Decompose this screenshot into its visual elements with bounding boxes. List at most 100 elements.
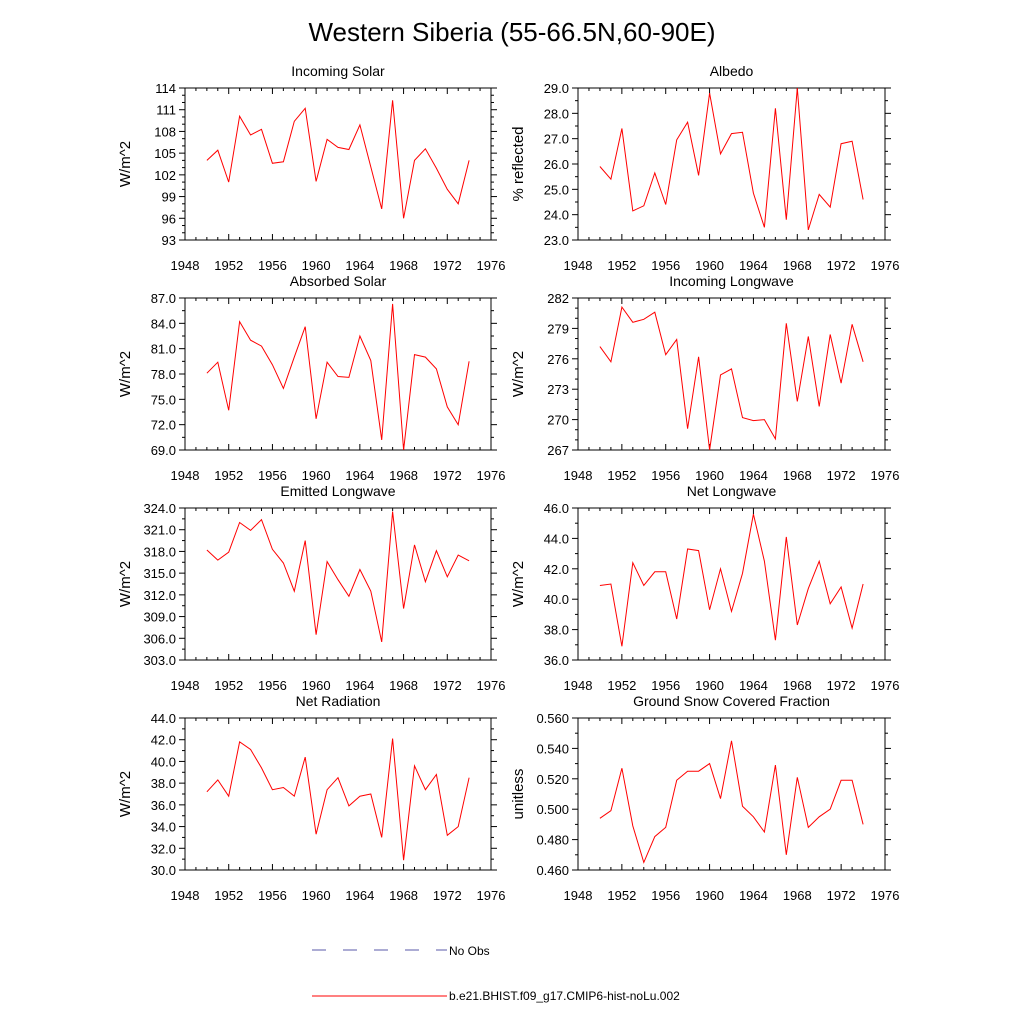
- net-longwave-plot-frame: [577, 507, 886, 661]
- albedo-xtick-label: 1956: [651, 258, 680, 273]
- net-radiation-ytick-label: 38.0: [151, 776, 176, 791]
- absorbed-solar-xtick-label: 1956: [258, 468, 287, 483]
- absorbed-solar-series-line: [206, 303, 470, 451]
- absorbed-solar-ytick-label: 81.0: [151, 342, 176, 357]
- net-radiation-title: Net Radiation: [296, 693, 381, 709]
- ground-snow-covered-fraction-ytick-label: 0.460: [536, 863, 569, 878]
- net-longwave-xtick-label: 1956: [651, 678, 680, 693]
- incoming-longwave-ytick-label: 276: [547, 352, 569, 367]
- net-longwave-ytick-label: 46.0: [544, 501, 569, 516]
- incoming-longwave-xtick-label: 1964: [739, 468, 768, 483]
- incoming-solar-title: Incoming Solar: [291, 63, 385, 79]
- incoming-solar-ytick-label: 93: [162, 233, 176, 248]
- albedo-ytick-label: 27.0: [544, 132, 569, 147]
- legend-label-model: b.e21.BHIST.f09_g17.CMIP6-hist-noLu.002: [449, 989, 680, 1003]
- emitted-longwave-ytick-label: 309.0: [143, 610, 176, 625]
- ground-snow-covered-fraction-ytick-label: 0.480: [536, 833, 569, 848]
- net-longwave-ytick-label: 42.0: [544, 562, 569, 577]
- absorbed-solar-ytick-label: 84.0: [151, 316, 176, 331]
- net-radiation-xtick-label: 1972: [433, 888, 462, 903]
- net-longwave-xtick-label: 1972: [827, 678, 856, 693]
- panel-net-radiation: Net Radiation W/m^2 1948 1952 1956 1960 1964 19…: [117, 693, 505, 903]
- incoming-longwave-ytick-label: 282: [547, 291, 569, 306]
- incoming-longwave-ylabel: W/m^2: [510, 351, 527, 397]
- emitted-longwave-series-line: [206, 511, 470, 643]
- net-radiation-ytick-label: 32.0: [151, 841, 176, 856]
- absorbed-solar-xtick-label: 1964: [345, 468, 374, 483]
- incoming-solar-xtick-label: 1968: [389, 258, 418, 273]
- emitted-longwave-ytick-label: 303.0: [143, 653, 176, 668]
- emitted-longwave-xtick-label: 1976: [477, 678, 506, 693]
- net-radiation-xtick-label: 1956: [258, 888, 287, 903]
- incoming-solar-xtick-label: 1972: [433, 258, 462, 273]
- emitted-longwave-xtick-label: 1964: [345, 678, 374, 693]
- net-longwave-ytick-label: 38.0: [544, 623, 569, 638]
- net-radiation-xtick-label: 1976: [477, 888, 506, 903]
- ground-snow-covered-fraction-ytick-label: 0.500: [536, 802, 569, 817]
- albedo-plot-frame: [577, 87, 886, 241]
- incoming-solar-xtick-label: 1960: [302, 258, 331, 273]
- panel-albedo: Albedo % reflected 1948 1952 1956 1960 1964 196…: [510, 63, 899, 273]
- incoming-solar-xtick-label: 1976: [477, 258, 506, 273]
- page-title: Western Siberia (55-66.5N,60-90E): [308, 17, 715, 47]
- incoming-longwave-series-line: [599, 305, 864, 451]
- emitted-longwave-xtick-label: 1968: [389, 678, 418, 693]
- albedo-ytick-label: 26.0: [544, 157, 569, 172]
- legend-label-no-obs: No Obs: [449, 944, 490, 958]
- emitted-longwave-xtick-label: 1956: [258, 678, 287, 693]
- emitted-longwave-ytick-label: 321.0: [143, 523, 176, 538]
- panel-net-longwave: Net Longwave W/m^2 1948 1952 1956 1960 1964 196…: [510, 483, 899, 693]
- emitted-longwave-ytick-label: 318.0: [143, 544, 176, 559]
- net-longwave-series-line: [599, 513, 864, 647]
- albedo-ytick-label: 29.0: [544, 81, 569, 96]
- net-radiation-ytick-label: 36.0: [151, 798, 176, 813]
- net-longwave-xtick-label: 1960: [695, 678, 724, 693]
- albedo-xtick-label: 1960: [695, 258, 724, 273]
- incoming-longwave-xtick-label: 1972: [827, 468, 856, 483]
- ground-snow-covered-fraction-series-line: [599, 740, 864, 864]
- net-longwave-xtick-label: 1968: [783, 678, 812, 693]
- ground-snow-covered-fraction-xtick-label: 1956: [651, 888, 680, 903]
- albedo-ytick-label: 28.0: [544, 106, 569, 121]
- absorbed-solar-xtick-label: 1952: [214, 468, 243, 483]
- incoming-solar-xtick-label: 1956: [258, 258, 287, 273]
- absorbed-solar-xtick-label: 1972: [433, 468, 462, 483]
- absorbed-solar-plot-frame: [184, 297, 492, 451]
- incoming-solar-ytick-label: 114: [155, 81, 176, 96]
- net-radiation-ytick-label: 42.0: [151, 733, 176, 748]
- incoming-solar-xtick-label: 1964: [345, 258, 374, 273]
- albedo-xtick-label: 1952: [607, 258, 636, 273]
- net-longwave-title: Net Longwave: [687, 483, 777, 499]
- emitted-longwave-title: Emitted Longwave: [280, 483, 395, 499]
- ground-snow-covered-fraction-xtick-label: 1972: [827, 888, 856, 903]
- absorbed-solar-xtick-label: 1948: [171, 468, 200, 483]
- albedo-ylabel: % reflected: [510, 126, 527, 201]
- emitted-longwave-ylabel: W/m^2: [117, 561, 134, 607]
- incoming-solar-ytick-label: 105: [154, 146, 176, 161]
- incoming-solar-xtick-label: 1948: [171, 258, 200, 273]
- net-radiation-series-line: [206, 738, 470, 861]
- ground-snow-covered-fraction-xtick-label: 1968: [783, 888, 812, 903]
- net-longwave-xtick-label: 1976: [871, 678, 900, 693]
- incoming-longwave-ytick-label: 267: [547, 443, 569, 458]
- panel-incoming-longwave: Incoming Longwave W/m^2 1948 1952 1956 1960 19…: [510, 273, 899, 483]
- panel-incoming-solar: Incoming Solar W/m^2 1948 1952 1956 1960 1964 1…: [117, 63, 505, 273]
- emitted-longwave-ytick-label: 315.0: [143, 566, 176, 581]
- incoming-solar-ytick-label: 99: [162, 190, 176, 205]
- incoming-solar-ytick-label: 111: [156, 103, 176, 118]
- absorbed-solar-ylabel: W/m^2: [117, 351, 134, 397]
- net-longwave-xtick-label: 1948: [564, 678, 593, 693]
- ground-snow-covered-fraction-xtick-label: 1976: [871, 888, 900, 903]
- net-longwave-ylabel: W/m^2: [510, 561, 527, 607]
- incoming-solar-ytick-label: 108: [154, 124, 176, 139]
- ground-snow-covered-fraction-xtick-label: 1948: [564, 888, 593, 903]
- incoming-solar-ytick-label: 96: [162, 211, 176, 226]
- net-radiation-ytick-label: 30.0: [151, 863, 176, 878]
- absorbed-solar-ytick-label: 87.0: [151, 291, 176, 306]
- absorbed-solar-xtick-label: 1960: [302, 468, 331, 483]
- albedo-xtick-label: 1948: [564, 258, 593, 273]
- panel-absorbed-solar: Absorbed Solar W/m^2 1948 1952 1956 1960 1964 1…: [117, 273, 505, 483]
- net-radiation-ytick-label: 34.0: [151, 820, 176, 835]
- ground-snow-covered-fraction-ytick-label: 0.540: [536, 741, 569, 756]
- ground-snow-covered-fraction-xtick-label: 1964: [739, 888, 768, 903]
